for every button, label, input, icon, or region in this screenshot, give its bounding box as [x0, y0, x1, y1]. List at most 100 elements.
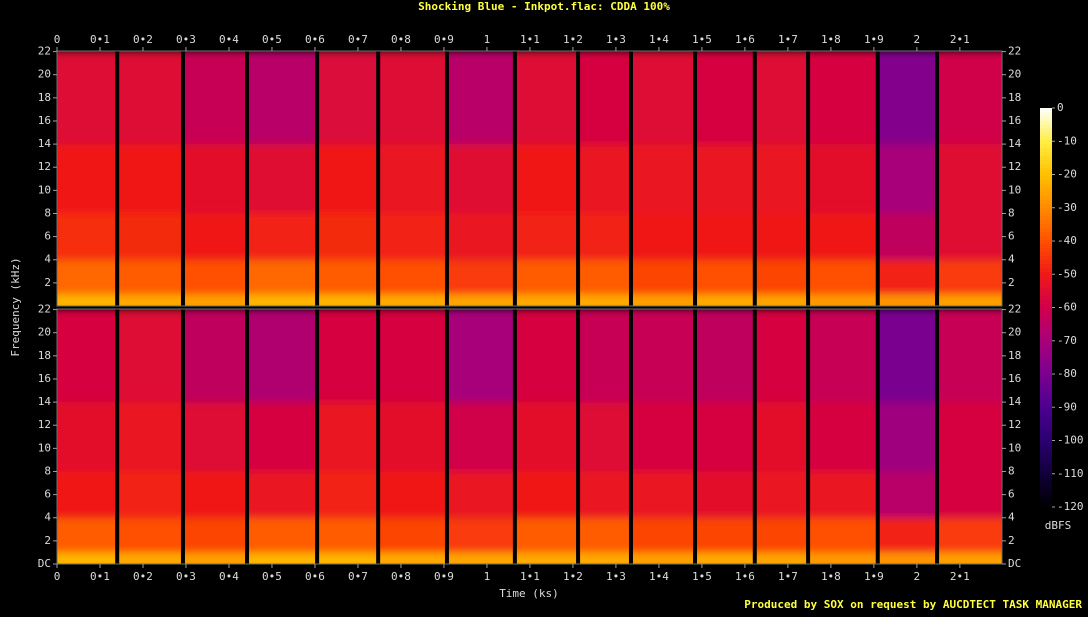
spectrogram-cell: [249, 51, 316, 145]
x-tick-label: 1•6: [735, 33, 755, 46]
y-tick-label: 18: [1008, 91, 1021, 104]
spectrogram-cell: [939, 471, 1002, 518]
spectrogram-cell: [184, 144, 246, 214]
spectrogram-cell: [319, 51, 377, 145]
colorbar-step: [1040, 167, 1052, 173]
colorbar-tick-label: -50: [1057, 267, 1077, 280]
spectrogram-cell: [184, 259, 246, 295]
spectrogram-cell: [516, 51, 577, 145]
x-tick-label: 1•1: [520, 33, 540, 46]
y-tick-label: 14: [1008, 395, 1022, 408]
spectrogram-cell: [756, 471, 807, 518]
y-tick-label: DC: [38, 557, 51, 570]
colorbar-step: [1040, 247, 1052, 253]
spectrogram-cell: [448, 144, 513, 214]
y-tick-label: 4: [1008, 253, 1015, 266]
spectrogram-cell: [448, 51, 513, 145]
x-tick-label: 1•4: [649, 570, 669, 583]
y-tick-label: 8: [44, 464, 51, 477]
spectrogram-cell: [939, 144, 1002, 214]
spectrogram-cell: [57, 51, 116, 145]
y-tick-label: 10: [1008, 441, 1021, 454]
spectrogram-cell: [810, 213, 876, 260]
x-tick-label: 0•4: [219, 33, 239, 46]
y-tick-label: 14: [38, 137, 52, 150]
colorbar-step: [1040, 255, 1052, 261]
spectrogram-cell: [319, 402, 377, 472]
x-tick-label: 0•3: [176, 570, 196, 583]
colorbar-step: [1040, 327, 1052, 332]
spectrogram-cell: [632, 294, 694, 306]
x-tick-label: 0•5: [262, 570, 282, 583]
spectrogram-cell: [380, 294, 445, 306]
y-tick-label: 4: [1008, 511, 1015, 524]
colorbar-step: [1040, 279, 1052, 285]
spectrogram-cell: [380, 144, 445, 214]
colorbar-step: [1040, 287, 1052, 293]
spectrogram-cell: [380, 517, 445, 553]
spectrogram-cell: [879, 259, 936, 295]
x-tick-label: 0•5: [262, 33, 282, 46]
x-tick-label: 0: [54, 570, 61, 583]
y-tick-label: 18: [1008, 349, 1021, 362]
colorbar-step: [1040, 335, 1052, 340]
colorbar-step: [1040, 495, 1052, 500]
colorbar-tick-label: -30: [1057, 201, 1077, 214]
colorbar-step: [1040, 467, 1052, 472]
colorbar-step: [1040, 379, 1052, 384]
colorbar-step: [1040, 475, 1052, 480]
spectrogram-cell: [756, 402, 807, 472]
spectrogram-cell: [119, 309, 181, 403]
colorbar-tick-label: -90: [1057, 400, 1077, 413]
spectrogram-cell: [249, 309, 316, 403]
colorbar-step: [1040, 139, 1052, 145]
spectrogram-cell: [57, 552, 116, 564]
spectrogram-cell: [632, 144, 694, 214]
spectrogram-cell: [516, 552, 577, 564]
spectrogram-cell: [939, 309, 1002, 403]
colorbar-tick-label: -20: [1057, 168, 1077, 181]
colorbar-step: [1040, 203, 1052, 209]
colorbar-step: [1040, 179, 1052, 185]
colorbar-step: [1040, 343, 1052, 348]
colorbar-step: [1040, 471, 1052, 476]
colorbar-step: [1040, 451, 1052, 456]
colorbar-step: [1040, 359, 1052, 364]
y-tick-label: 16: [1008, 372, 1021, 385]
colorbar-step: [1040, 151, 1052, 157]
spectrogram-cell: [756, 294, 807, 306]
spectrogram-cell: [380, 259, 445, 295]
spectrogram-cell: [756, 144, 807, 214]
spectrogram-cell: [580, 471, 629, 518]
x-tick-label: 2•1: [950, 33, 970, 46]
y-tick-label: 20: [38, 68, 51, 81]
spectrogram-cell: [810, 144, 876, 214]
y-tick-label: 2: [44, 276, 51, 289]
x-tick-label: 1•2: [563, 570, 583, 583]
spectrogram-cell: [319, 552, 377, 564]
spectrogram-cell: [939, 402, 1002, 472]
colorbar-step: [1040, 435, 1052, 440]
spectrogram-cell: [756, 51, 807, 145]
colorbar-step: [1040, 363, 1052, 368]
spectrogram-cell: [184, 309, 246, 403]
spectrogram-cell: [57, 471, 116, 518]
colorbar-step: [1040, 311, 1052, 316]
spectrogram-cell: [879, 294, 936, 306]
colorbar-step: [1040, 243, 1052, 249]
spectrogram-cell: [697, 213, 753, 260]
spectrogram-cell: [119, 402, 181, 472]
colorbar-tick-label: -40: [1057, 234, 1077, 247]
colorbar-step: [1040, 479, 1052, 484]
colorbar-step: [1040, 439, 1052, 444]
spectrogram-cell: [119, 552, 181, 564]
y-tick-label: 6: [44, 230, 51, 243]
spectrogram-cell: [939, 294, 1002, 306]
spectrogram-cell: [580, 213, 629, 260]
spectrogram-cell: [756, 552, 807, 564]
y-tick-label: 16: [38, 114, 51, 127]
x-tick-label: 0•1: [90, 33, 110, 46]
spectrogram-cell: [756, 309, 807, 403]
spectrogram-cell: [697, 259, 753, 295]
